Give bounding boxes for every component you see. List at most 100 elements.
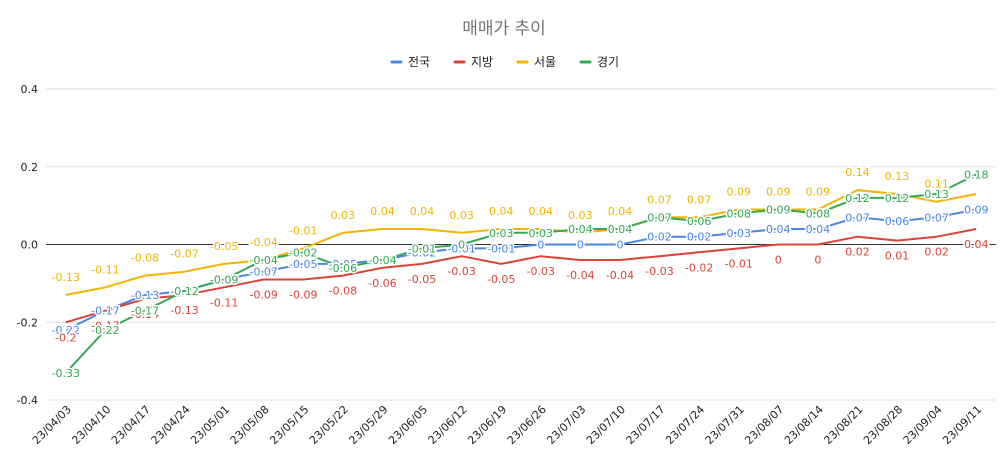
x-tick-label: 23/05/08 [228,403,272,447]
data-label: 0.02 [924,246,949,259]
data-label: 0.07 [845,211,870,224]
data-label: 0.13 [885,170,910,183]
chart-title: 매매가 추이 [462,19,546,39]
data-label: -0.13 [131,289,159,302]
data-label: -0.05 [329,258,357,271]
y-tick-label: 0.4 [21,83,39,96]
data-label: -0.17 [91,320,119,333]
data-label: -0.04 [249,236,277,249]
x-tick-label: 23/07/03 [544,403,588,447]
data-label: -0.05 [210,240,238,253]
data-label: -0.06 [368,277,396,290]
legend: 전국 지방 서울 경기 [390,55,619,69]
data-label: 0.02 [845,246,870,259]
data-label: 0.04 [370,205,395,218]
data-label: -0.06 [329,262,357,275]
data-label: -0.11 [91,263,119,276]
data-label: 0 [458,239,465,252]
data-label: 0.18 [964,169,989,182]
data-label: -0.04 [368,254,396,267]
data-label: -0.22 [52,324,80,337]
legend-label: 지방 [471,55,493,69]
data-label: 0.02 [687,231,712,244]
data-label: -0.14 [131,308,159,321]
data-label: -0.01 [408,242,436,255]
data-label: -0.04 [566,269,594,282]
data-label: 0.04 [489,205,514,218]
data-label: 0.03 [726,227,751,240]
y-tick-label: -0.4 [17,394,38,407]
data-label: 0.11 [924,178,949,191]
data-label: -0.01 [447,242,475,255]
data-label: 0.06 [687,215,712,228]
x-tick-label: 23/08/07 [742,403,786,447]
x-tick-label: 23/06/05 [386,403,430,447]
data-label: -0.2 [55,331,76,344]
x-tick-label: 23/06/12 [426,403,470,447]
data-label: -0.07 [249,266,277,279]
x-tick-label: 23/04/17 [109,403,153,447]
data-label: 0 [775,254,782,267]
data-label: -0.05 [408,273,436,286]
data-label: -0.07 [170,248,198,261]
data-label: 0.04 [964,238,989,251]
data-label: -0.05 [289,258,317,271]
x-tick-label: 23/09/04 [901,403,945,447]
data-label: 0.03 [529,227,554,240]
legend-label: 서울 [534,55,556,69]
x-tick-label: 23/07/17 [624,403,668,447]
data-label: 0.09 [964,204,989,217]
data-labels: -0.22-0.17-0.13 -0.12-0.09-0.07-0.05 -0.05… [50,165,990,382]
data-label: -0.05 [487,273,515,286]
data-label: -0.09 [289,288,317,301]
x-tick-label: 23/04/24 [149,403,193,447]
x-tick-label: 23/08/28 [861,403,905,447]
data-label: -0.09 [249,288,277,301]
data-label: 0.08 [806,207,831,220]
data-label: 0.09 [766,186,791,199]
x-tick-label: 23/05/15 [267,403,311,447]
data-label: -0.02 [408,246,436,259]
data-label: 0.12 [885,192,910,205]
y-axis: 0.4 0.2 0.0 -0.2 -0.4 [17,83,38,407]
data-label: 0.14 [845,166,870,179]
data-label: 0.03 [331,209,356,222]
data-label: -0.12 [170,285,198,298]
x-tick-label: 23/08/14 [782,403,826,447]
y-tick-label: 0.2 [21,161,39,174]
data-label: -0.08 [329,285,357,298]
series-line-1 [65,228,977,324]
x-tick-label: 23/06/19 [465,403,509,447]
data-label: 0.04 [766,223,791,236]
data-label: 0 [537,239,544,252]
data-label: -0.22 [91,324,119,337]
data-label: 0.07 [647,193,672,206]
series-line-2 [65,189,977,296]
data-label: -0.09 [210,273,238,286]
data-label: 0.09 [726,186,751,199]
data-label: -0.02 [685,261,713,274]
data-label: 0.06 [885,215,910,228]
data-label: -0.13 [170,304,198,317]
data-label: -0.17 [91,305,119,318]
x-tick-label: 23/06/26 [505,403,549,447]
gridlines [46,88,996,401]
legend-label: 경기 [597,55,619,69]
data-label: 0.04 [568,223,593,236]
data-label: -0.13 [52,271,80,284]
data-label: -0.11 [210,296,238,309]
data-label: 0.07 [924,211,949,224]
data-label: -0.33 [52,367,80,380]
data-label: -0.01 [487,242,515,255]
y-tick-label: 0.0 [21,239,39,252]
data-label: 0.09 [806,186,831,199]
data-label: 0.08 [726,207,751,220]
data-label: 0.04 [608,205,633,218]
data-label: -0.01 [289,224,317,237]
data-label: -0.17 [131,305,159,318]
data-label: 0.07 [647,211,672,224]
data-label: 0.03 [449,209,474,222]
data-label: 0.07 [687,193,712,206]
data-label: 0 [616,239,623,252]
